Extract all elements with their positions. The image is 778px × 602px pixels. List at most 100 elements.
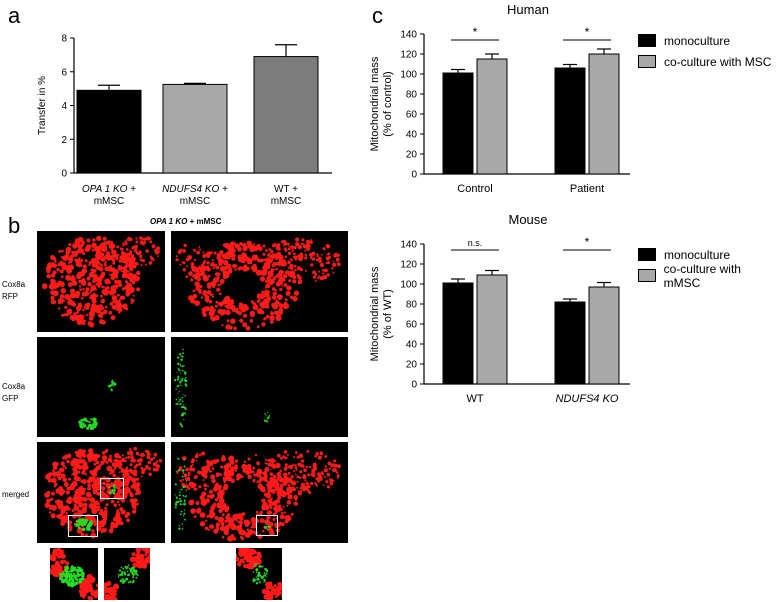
- fluorescence-spot: [120, 270, 123, 273]
- fluorescence-spot: [201, 466, 207, 472]
- fluorescence-spot: [85, 521, 88, 524]
- fluorescence-spot: [86, 519, 89, 522]
- fluorescence-spot: [118, 569, 121, 572]
- fluorescence-spot: [265, 458, 268, 462]
- fluorescence-spot: [131, 458, 136, 463]
- fluorescence-spot: [135, 240, 139, 244]
- fluorescence-spot: [79, 288, 82, 291]
- fluorescence-spot: [118, 466, 122, 470]
- fluorescence-spot: [287, 483, 291, 487]
- fluorescence-spot: [267, 411, 269, 413]
- fluorescence-spot: [279, 276, 283, 279]
- fluorescence-spot: [122, 574, 124, 577]
- fluorescence-spot: [87, 596, 91, 600]
- fluorescence-spot: [75, 262, 81, 267]
- fluorescence-spot: [207, 467, 211, 471]
- bar: [442, 72, 474, 175]
- fluorescence-spot: [114, 464, 118, 468]
- fluorescence-spot: [178, 466, 183, 470]
- fluorescence-spot: [317, 455, 322, 460]
- fluorescence-spot: [184, 518, 186, 521]
- fluorescence-spot: [275, 298, 278, 301]
- chart-title: Mouse: [508, 212, 547, 227]
- fluorescence-spot: [200, 264, 205, 268]
- bar: [76, 89, 142, 174]
- fluorescence-spot: [263, 470, 268, 475]
- zoom-inset-1: [50, 548, 98, 600]
- fluorescence-spot: [83, 417, 87, 422]
- fluorescence-spot: [110, 525, 114, 530]
- fluorescence-spot: [99, 319, 105, 325]
- x-tick-label: mMSC: [271, 196, 302, 207]
- fluorescence-spot: [122, 567, 125, 570]
- fluorescence-spot: [279, 585, 282, 589]
- fluorescence-spot: [309, 240, 313, 244]
- fluorescence-spot: [219, 473, 222, 477]
- fluorescence-spot: [261, 529, 265, 533]
- fluorescence-spot: [252, 304, 259, 311]
- fluorescence-spot: [113, 269, 119, 276]
- fluorescence-spot: [84, 246, 91, 253]
- fluorescence-spot: [104, 260, 107, 263]
- micrograph-image: [175, 237, 341, 331]
- fluorescence-spot: [269, 278, 275, 285]
- fluorescence-spot: [194, 295, 197, 298]
- fluorescence-spot: [223, 480, 226, 484]
- fluorescence-spot: [78, 579, 83, 584]
- fluorescence-spot: [287, 251, 292, 255]
- inset-marker-1: [100, 478, 124, 499]
- fluorescence-spot: [318, 275, 321, 277]
- fluorescence-spot: [196, 250, 200, 255]
- fluorescence-spot: [264, 413, 266, 415]
- fluorescence-spot: [266, 276, 271, 281]
- fluorescence-spot: [193, 259, 196, 262]
- fluorescence-spot: [309, 465, 312, 469]
- fluorescence-spot: [153, 452, 158, 457]
- fluorescence-spot: [108, 491, 112, 494]
- fluorescence-spot: [90, 532, 96, 539]
- fluorescence-spot: [86, 575, 89, 578]
- fluorescence-spot: [205, 276, 208, 279]
- fluorescence-spot: [80, 522, 84, 526]
- fluorescence-spot: [75, 314, 80, 320]
- fluorescence-spot: [139, 254, 143, 258]
- fluorescence-spot: [274, 304, 279, 308]
- fluorescence-spot: [252, 571, 255, 573]
- fluorescence-spot: [126, 570, 129, 573]
- fluorescence-spot: [199, 284, 203, 288]
- fluorescence-spot: [262, 507, 265, 511]
- fluorescence-spot: [264, 567, 267, 571]
- fluorescence-spot: [132, 509, 137, 514]
- fluorescence-spot: [73, 572, 76, 576]
- fluorescence-spot: [86, 524, 90, 528]
- fluorescence-spot: [281, 284, 283, 287]
- fluorescence-spot: [139, 556, 145, 561]
- fluorescence-spot: [256, 269, 262, 275]
- inset-marker-3: [256, 515, 278, 536]
- fluorescence-spot: [206, 267, 211, 272]
- fluorescence-spot: [269, 315, 275, 321]
- fluorescence-spot: [178, 494, 181, 497]
- y-tick-label: 100: [400, 70, 417, 81]
- fluorescence-spot: [259, 481, 262, 484]
- fluorescence-spot: [122, 472, 128, 478]
- fluorescence-spot: [175, 258, 179, 262]
- fluorescence-spot: [179, 263, 182, 266]
- fluorescence-spot: [297, 258, 299, 260]
- fluorescence-spot: [201, 271, 205, 275]
- fluorescence-spot: [291, 249, 294, 252]
- fluorescence-spot: [128, 580, 131, 583]
- fluorescence-spot: [183, 371, 187, 374]
- fluorescence-spot: [271, 274, 274, 277]
- fluorescence-spot: [50, 513, 56, 519]
- fluorescence-spot: [182, 352, 184, 355]
- fluorescence-spot: [73, 523, 76, 525]
- fluorescence-spot: [276, 315, 280, 318]
- fluorescence-spot: [314, 482, 317, 485]
- fluorescence-spot: [274, 243, 277, 246]
- fluorescence-spot: [181, 405, 185, 409]
- fluorescence-spot: [182, 494, 185, 497]
- fluorescence-spot: [141, 259, 145, 263]
- fluorescence-spot: [250, 517, 257, 523]
